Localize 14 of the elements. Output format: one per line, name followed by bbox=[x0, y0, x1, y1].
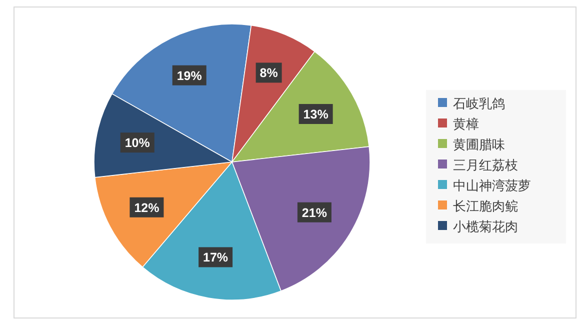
legend-label: 三月红荔枝 bbox=[453, 158, 518, 174]
data-label: 12% bbox=[134, 200, 160, 215]
data-label: 8% bbox=[260, 66, 278, 80]
legend-label: 黄樟 bbox=[453, 116, 479, 132]
legend-label: 石岐乳鸽 bbox=[453, 97, 505, 112]
data-label: 21% bbox=[302, 206, 327, 220]
data-label: 13% bbox=[303, 107, 328, 122]
data-label: 10% bbox=[124, 136, 150, 150]
data-label: 17% bbox=[203, 250, 228, 265]
legend-label: 中山神湾菠萝 bbox=[453, 178, 531, 194]
legend-label: 黄圃腊味 bbox=[453, 138, 505, 153]
legend-label: 长江脆肉鲩 bbox=[453, 200, 518, 214]
legend-label: 小榄菊花肉 bbox=[453, 220, 518, 235]
data-label: 19% bbox=[176, 68, 202, 83]
